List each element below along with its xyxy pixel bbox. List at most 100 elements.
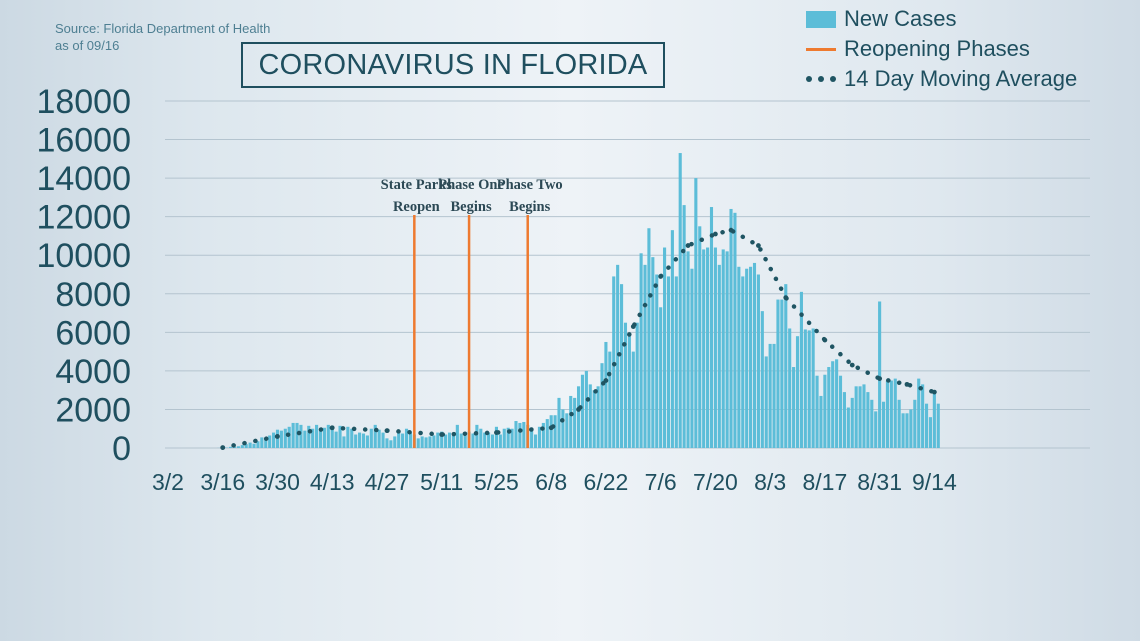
case-bar (283, 428, 287, 448)
case-bar (874, 411, 878, 448)
case-bar (432, 435, 436, 448)
y-tick-label: 6000 (55, 314, 131, 352)
case-bar (447, 432, 452, 448)
case-bar (733, 212, 737, 448)
case-bar (420, 436, 424, 448)
moving-average-point (494, 430, 499, 435)
case-bar (803, 329, 807, 448)
phase-label: Phase One (438, 177, 504, 193)
case-bar (792, 367, 796, 448)
case-bar (889, 380, 893, 448)
case-bar (721, 249, 725, 448)
case-bar (709, 207, 714, 448)
case-bar (741, 276, 745, 448)
gridlines (165, 100, 1090, 449)
case-bar (713, 247, 717, 448)
case-bar (303, 430, 307, 448)
case-bar (780, 299, 784, 448)
legend-item-reopening: Reopening Phases (806, 34, 1077, 64)
case-bar (850, 397, 854, 448)
case-bar (807, 330, 811, 448)
case-bar (291, 422, 295, 448)
case-bar (299, 424, 303, 448)
x-tick-label: 6/22 (584, 469, 629, 495)
case-bar (307, 425, 311, 448)
case-bar (600, 363, 604, 448)
case-bar (627, 336, 631, 448)
y-axis: 0200040006000800010000120001400016000180… (36, 83, 131, 468)
case-bar (725, 251, 729, 448)
case-bar (416, 438, 420, 448)
legend: New Cases Reopening Phases 14 Day Moving… (806, 4, 1077, 94)
case-bar (530, 427, 534, 448)
case-bar (487, 432, 491, 448)
as-of-date: as of 09/16 (55, 38, 120, 53)
case-bar (490, 434, 495, 448)
case-bar (608, 351, 612, 448)
case-bar (924, 403, 929, 448)
x-tick-label: 8/31 (857, 469, 902, 495)
case-bar (358, 432, 362, 448)
case-bar (541, 422, 545, 448)
case-bar (756, 274, 760, 448)
case-bar (545, 419, 549, 448)
moving-average-point (439, 432, 445, 437)
case-bar (428, 436, 432, 448)
case-bar (436, 432, 440, 448)
case-bar (772, 343, 776, 448)
new-cases-bars (217, 153, 940, 449)
case-bar (702, 249, 706, 448)
moving-average-point (877, 376, 883, 381)
case-bar (698, 226, 702, 448)
x-tick-label: 8/3 (754, 469, 786, 495)
moving-average-point (728, 227, 734, 233)
phase-label: Phase Two (497, 177, 563, 193)
moving-avg-swatch (806, 75, 836, 83)
case-bar (256, 441, 260, 448)
case-bar (776, 299, 780, 448)
x-tick-label: 7/6 (645, 469, 677, 495)
case-bar (346, 426, 350, 448)
reopening-swatch (806, 47, 836, 51)
case-bar (533, 434, 538, 448)
case-bar (494, 426, 498, 448)
case-bar (373, 424, 377, 448)
moving-average-point (713, 231, 718, 237)
case-bar (295, 422, 299, 448)
case-bar (561, 409, 565, 448)
case-bar (471, 433, 475, 448)
case-bar (729, 208, 733, 448)
case-bar (569, 395, 573, 448)
moving-average-point (576, 407, 581, 412)
case-bar (936, 403, 940, 448)
case-bar (537, 426, 542, 448)
case-bar (401, 433, 405, 448)
x-tick-label: 4/27 (365, 469, 410, 495)
moving-average-line (220, 227, 937, 451)
case-bar (694, 178, 698, 448)
legend-label-reopening: Reopening Phases (844, 36, 1030, 61)
case-bar (381, 432, 385, 448)
y-tick-label: 4000 (55, 353, 131, 391)
case-bar (745, 268, 749, 448)
x-tick-label: 5/25 (474, 469, 519, 495)
case-bar (690, 268, 694, 448)
case-bar (483, 432, 487, 448)
moving-average-point (658, 274, 664, 279)
case-bar (518, 422, 522, 448)
case-bar (576, 386, 581, 448)
case-bar (784, 284, 788, 448)
case-bar (749, 266, 753, 448)
x-axis: 3/2 3/16 3/30 4/13 4/27 5/11 5/25 6/8 6/22 7/6 7/2… (152, 469, 957, 495)
y-tick-label: 8000 (55, 276, 131, 314)
case-bar (389, 440, 393, 448)
case-bar (549, 415, 553, 448)
legend-item-new-cases: New Cases (806, 4, 1077, 34)
y-tick-label: 16000 (36, 122, 131, 160)
case-bar (315, 424, 319, 448)
case-bar (842, 392, 846, 448)
case-bar (670, 230, 674, 448)
case-bar (663, 247, 667, 448)
case-bar (901, 413, 905, 448)
